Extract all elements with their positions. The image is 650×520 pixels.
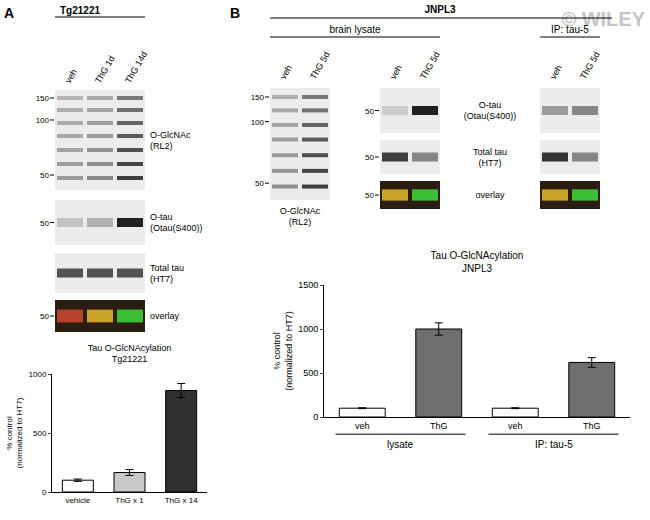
svg-text:overlay: overlay (475, 190, 505, 200)
svg-text:1000: 1000 (298, 324, 318, 334)
svg-text:veh: veh (355, 421, 370, 431)
svg-text:50: 50 (40, 171, 49, 180)
svg-text:50: 50 (365, 191, 374, 200)
svg-text:100: 100 (251, 118, 265, 127)
svg-text:0: 0 (42, 488, 47, 497)
svg-text:Tg21221: Tg21221 (60, 5, 100, 16)
svg-text:IP: tau-5: IP: tau-5 (535, 439, 573, 450)
svg-text:50: 50 (40, 219, 49, 228)
svg-text:Tau O-GlcNAcylationJNPL3: Tau O-GlcNAcylationJNPL3 (431, 250, 524, 274)
svg-text:ThG x 14: ThG x 14 (165, 496, 198, 505)
svg-text:ThG 5d: ThG 5d (308, 50, 332, 81)
svg-text:% control(normalized to HT7): % control(normalized to HT7) (272, 311, 294, 391)
svg-text:O-GlcNAc: O-GlcNAc (150, 130, 191, 140)
svg-text:(HT7): (HT7) (479, 158, 502, 168)
svg-text:(RL2): (RL2) (289, 217, 312, 227)
svg-text:50: 50 (40, 312, 49, 321)
svg-text:(Otau(S400)): (Otau(S400)) (150, 223, 203, 233)
svg-text:veh: veh (388, 63, 404, 81)
svg-text:1500: 1500 (298, 280, 318, 290)
svg-text:overlay: overlay (150, 311, 180, 321)
svg-text:50: 50 (255, 179, 264, 188)
svg-text:(Otau(S400)): (Otau(S400)) (464, 111, 517, 121)
svg-text:150: 150 (251, 93, 265, 102)
svg-text:Tau O-GlcNAcylationTg21221: Tau O-GlcNAcylationTg21221 (88, 343, 172, 365)
svg-text:(RL2): (RL2) (150, 141, 173, 151)
svg-text:brain lysate: brain lysate (329, 24, 381, 35)
svg-text:ThG 5d: ThG 5d (578, 50, 602, 81)
svg-text:500: 500 (303, 368, 318, 378)
svg-text:50: 50 (365, 153, 374, 162)
svg-text:JNPL3: JNPL3 (424, 4, 456, 15)
svg-text:ThG 14d: ThG 14d (123, 50, 149, 85)
svg-text:IP: tau-5: IP: tau-5 (551, 24, 589, 35)
svg-text:100: 100 (36, 116, 50, 125)
svg-text:vehicle: vehicle (65, 496, 90, 505)
svg-text:(HT7): (HT7) (150, 274, 173, 284)
svg-text:O-tau: O-tau (150, 212, 173, 222)
svg-text:ThG 5d: ThG 5d (418, 50, 442, 81)
svg-text:lysate: lysate (387, 439, 414, 450)
svg-text:veh: veh (508, 421, 523, 431)
svg-text:1000: 1000 (29, 370, 47, 379)
svg-text:500: 500 (33, 429, 47, 438)
svg-text:© WILEY: © WILEY (561, 8, 645, 30)
svg-text:% control(normalized to HT7): % control(normalized to HT7) (5, 397, 24, 468)
svg-text:A: A (4, 5, 14, 21)
svg-text:ThG 1d: ThG 1d (93, 54, 117, 85)
svg-text:150: 150 (36, 94, 50, 103)
svg-text:Total tau: Total tau (150, 263, 184, 273)
svg-text:veh: veh (548, 63, 564, 81)
svg-text:ThG: ThG (430, 421, 448, 431)
svg-text:O-GlcNAc: O-GlcNAc (280, 206, 321, 216)
svg-text:B: B (230, 5, 240, 21)
svg-text:ThG: ThG (583, 421, 601, 431)
svg-text:0: 0 (313, 412, 318, 422)
svg-text:Total tau: Total tau (473, 147, 507, 157)
svg-text:veh: veh (63, 67, 79, 85)
svg-text:O-tau: O-tau (479, 100, 502, 110)
svg-text:veh: veh (278, 63, 294, 81)
svg-text:50: 50 (365, 107, 374, 116)
svg-text:ThG x 1: ThG x 1 (115, 496, 144, 505)
